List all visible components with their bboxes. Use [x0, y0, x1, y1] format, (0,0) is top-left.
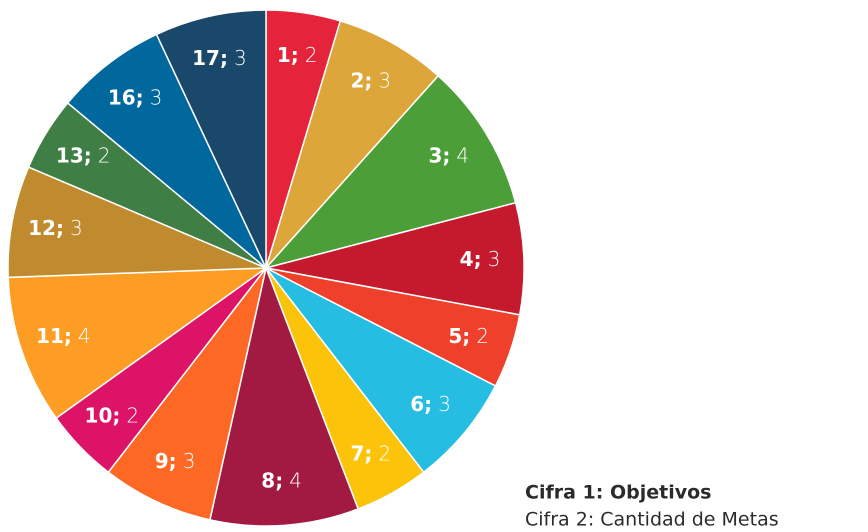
slice-category: 10;: [85, 403, 121, 427]
slice-value: 3: [378, 68, 391, 92]
slice-label: 5; 2: [448, 324, 489, 348]
slice-category: 17;: [192, 45, 228, 69]
slice-label: 7; 2: [350, 441, 391, 465]
slice-category: 12;: [28, 216, 64, 240]
pie-slice: [209, 265, 360, 527]
slice-category: 8;: [261, 468, 283, 492]
slice-label: 16; 3: [108, 85, 163, 109]
slice-value: 3: [234, 45, 247, 69]
slice-category: 4;: [460, 247, 482, 271]
slice-value: 3: [183, 448, 196, 472]
slice-category: 16;: [108, 85, 144, 109]
slice-value: 4: [289, 468, 302, 492]
slice-label: 1; 2: [277, 43, 318, 67]
slice-category: 6;: [410, 391, 432, 415]
legend-subtitle: Cifra 2: Cantidad de Metas: [525, 509, 779, 531]
slice-value: 2: [476, 324, 489, 348]
slice-label: 9; 3: [155, 448, 196, 472]
slice-label: 2; 3: [350, 68, 391, 92]
pie-slice: [107, 267, 267, 521]
pie-slice: [7, 267, 269, 420]
pie-slice: [66, 33, 267, 269]
slice-value: 2: [305, 43, 318, 67]
slice-label: 10; 2: [85, 403, 140, 427]
slice-category: 11;: [36, 324, 72, 348]
slice-label: 11; 4: [36, 324, 91, 348]
slice-category: 3;: [428, 143, 450, 167]
slice-value: 3: [488, 247, 501, 271]
slice-category: 5;: [448, 324, 470, 348]
slice-label: 3; 4: [428, 143, 469, 167]
pie-slice: [263, 74, 517, 270]
slice-value: 3: [150, 85, 163, 109]
slice-value: 2: [98, 143, 111, 167]
pie-slice: [7, 166, 267, 279]
pie-slice: [265, 201, 525, 316]
slice-label: 17; 3: [192, 45, 247, 69]
pie-slice: [265, 267, 497, 474]
pie-slice: [155, 9, 267, 269]
slice-category: 1;: [277, 43, 299, 67]
slice-label: 4; 3: [460, 247, 501, 271]
slice-label: 13; 2: [56, 143, 111, 167]
slice-label: 8; 4: [261, 468, 302, 492]
slice-label: 6; 3: [410, 391, 451, 415]
slice-category: 7;: [350, 441, 372, 465]
slice-category: 9;: [155, 448, 177, 472]
slice-value: 4: [78, 324, 91, 348]
slice-category: 2;: [350, 68, 372, 92]
slice-value: 3: [438, 391, 451, 415]
slice-value: 2: [378, 441, 391, 465]
slice-value: 4: [456, 143, 469, 167]
slice-category: 13;: [56, 143, 92, 167]
slice-value: 2: [126, 403, 139, 427]
slice-value: 3: [70, 216, 83, 240]
legend-title: Cifra 1: Objetivos: [525, 482, 711, 504]
pie-slice: [265, 20, 440, 269]
slice-label: 12; 3: [28, 216, 83, 240]
